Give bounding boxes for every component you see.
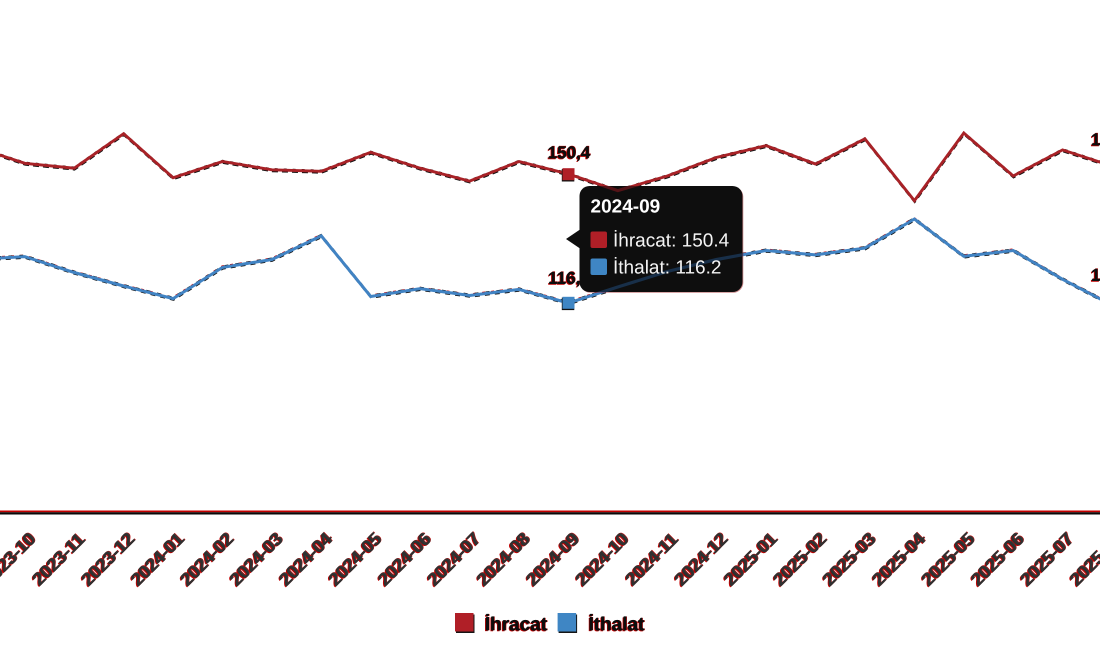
svg-text:116,2: 116,2	[548, 269, 590, 288]
svg-text:İthalat: İthalat	[589, 614, 646, 635]
svg-text:150,4: 150,4	[547, 143, 590, 162]
svg-text:168,8: 168,8	[1090, 131, 1100, 150]
svg-text:150,4: 150,4	[547, 144, 590, 163]
svg-text:150,4: 150,4	[548, 143, 591, 162]
svg-text:168,8: 168,8	[1092, 130, 1100, 149]
svg-text:150,4: 150,4	[548, 143, 591, 162]
svg-text:130,9: 130,9	[1091, 265, 1100, 284]
svg-text:130,9: 130,9	[1092, 265, 1100, 284]
svg-text:İhracat: İhracat	[484, 615, 547, 636]
svg-text:İthalat: 116.2: İthalat: 116.2	[613, 258, 721, 279]
svg-text:168,8: 168,8	[1091, 130, 1100, 149]
svg-text:İthalat: İthalat	[589, 614, 646, 635]
svg-text:İhracat: İhracat	[485, 614, 548, 635]
svg-text:İhracat: 150.4: İhracat: 150.4	[613, 231, 730, 252]
svg-text:130,9: 130,9	[1090, 267, 1100, 286]
svg-text:İthalat: İthalat	[587, 615, 644, 636]
svg-text:İhracat: İhracat	[484, 615, 547, 636]
svg-text:İthalat: İthalat	[588, 615, 645, 636]
svg-text:116,2: 116,2	[547, 270, 589, 289]
svg-text:130,9: 130,9	[1091, 266, 1100, 285]
svg-text:İhracat: İhracat	[485, 614, 548, 635]
svg-text:2024-09: 2024-09	[590, 197, 660, 218]
svg-text:168,8: 168,8	[1091, 130, 1100, 149]
